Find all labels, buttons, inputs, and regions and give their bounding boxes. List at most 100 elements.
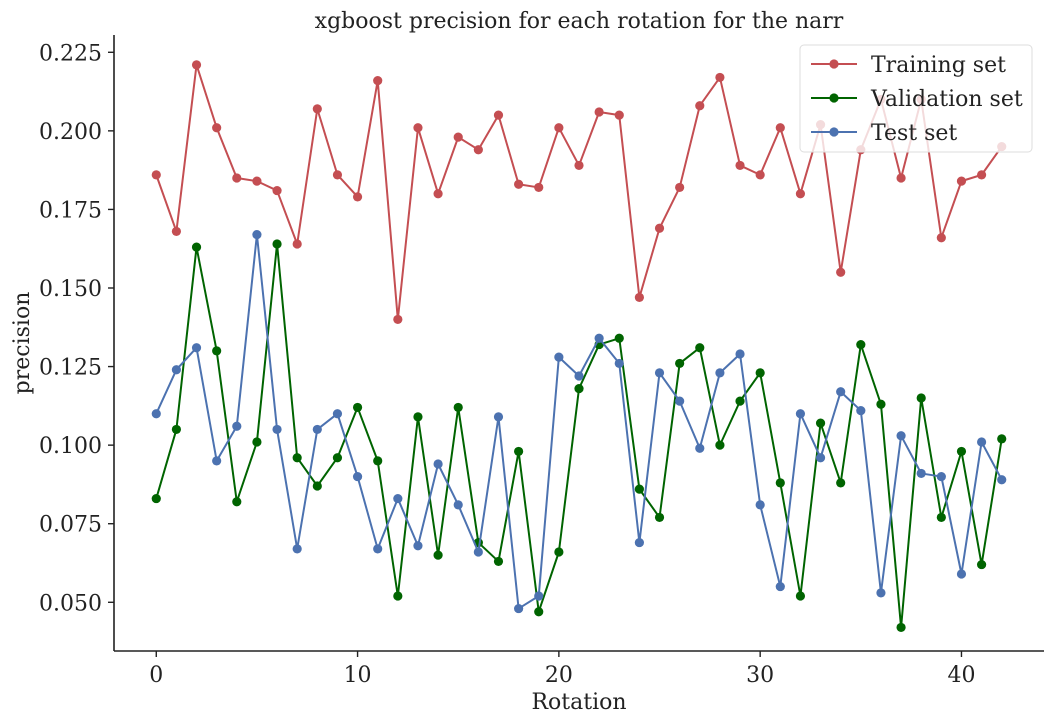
data-point: [332, 170, 343, 180]
data-point: [695, 343, 705, 353]
data-point: [815, 453, 826, 463]
data-point: [393, 493, 403, 504]
data-point: [856, 339, 866, 350]
data-point: [413, 412, 423, 422]
data-point: [654, 223, 665, 233]
data-point: [634, 537, 644, 548]
data-point: [695, 443, 705, 453]
data-point: [956, 176, 967, 186]
data-point: [795, 409, 806, 419]
data-point: [393, 314, 403, 325]
data-point: [453, 500, 463, 510]
data-point: [212, 123, 222, 133]
data-point: [232, 497, 242, 507]
data-point: [171, 226, 182, 237]
data-point: [574, 371, 584, 381]
legend: Training set Validation set Test set: [799, 44, 1033, 153]
data-point: [191, 242, 202, 252]
data-point: [715, 368, 725, 378]
data-point: [453, 402, 463, 413]
data-point: [614, 110, 624, 120]
data-point: [433, 550, 443, 560]
data-point: [312, 104, 322, 114]
data-point: [634, 292, 644, 303]
data-point: [212, 346, 222, 356]
data-point: [473, 145, 483, 155]
data-point: [695, 101, 705, 111]
data-point: [534, 591, 544, 601]
data-point: [534, 607, 544, 617]
data-point: [956, 446, 967, 457]
data-point: [815, 418, 826, 428]
data-point: [493, 412, 504, 422]
data-point: [554, 352, 564, 362]
data-point: [916, 468, 926, 479]
data-point: [352, 471, 363, 482]
data-point: [252, 229, 262, 240]
data-point: [675, 396, 685, 406]
data-point: [876, 399, 886, 409]
data-point: [956, 569, 967, 579]
data-point: [312, 481, 322, 491]
data-point: [594, 333, 604, 343]
data-point: [352, 402, 363, 413]
axes: 0 10 20 30 40 0.050 0.075 0.100 0.125 0.150 0.175 0…: [39, 35, 1044, 688]
data-point: [675, 182, 685, 193]
data-point: [373, 456, 383, 466]
y-tick-label: 0.200: [39, 120, 102, 145]
y-axis-label: precision: [10, 292, 35, 395]
data-point: [896, 431, 906, 441]
data-point: [936, 471, 946, 482]
data-point: [554, 123, 564, 133]
data-point: [876, 588, 886, 598]
series-line: [155, 243, 1003, 629]
x-tick-label: 10: [344, 663, 372, 688]
y-tick-label: 0.175: [39, 198, 102, 223]
data-point: [171, 424, 182, 435]
legend-box: [799, 44, 1033, 153]
data-point: [272, 239, 282, 249]
data-point: [896, 173, 906, 183]
data-point: [332, 453, 343, 463]
y-tick-label: 0.225: [39, 41, 102, 66]
data-point: [514, 446, 524, 457]
data-point: [534, 182, 544, 193]
legend-marker: [829, 59, 839, 69]
data-point: [856, 405, 866, 416]
x-tick-label: 30: [746, 663, 774, 688]
data-point: [252, 176, 262, 186]
legend-label: Test set: [871, 121, 957, 146]
data-point: [292, 453, 302, 463]
data-point: [795, 189, 806, 199]
legend-label: Validation set: [870, 87, 1023, 112]
data-point: [574, 160, 584, 171]
data-point: [171, 365, 182, 375]
series-test-set: [151, 229, 1007, 614]
data-point: [272, 424, 282, 435]
x-tick-label: 0: [149, 663, 163, 688]
y-tick-label: 0.075: [39, 513, 102, 538]
data-point: [654, 512, 665, 523]
data-point: [493, 556, 504, 567]
legend-item: Training set: [811, 53, 1006, 78]
x-tick-label: 40: [947, 663, 975, 688]
data-point: [715, 440, 725, 450]
legend-marker: [829, 127, 839, 137]
legend-item: Validation set: [811, 87, 1023, 112]
data-point: [514, 179, 524, 189]
data-point: [916, 393, 926, 403]
data-point: [976, 437, 987, 447]
data-point: [976, 559, 987, 570]
data-point: [896, 622, 906, 633]
data-point: [554, 547, 564, 557]
data-point: [735, 160, 745, 171]
data-point: [191, 60, 202, 70]
data-point: [433, 189, 443, 199]
data-point: [151, 409, 161, 419]
data-point: [413, 541, 423, 551]
data-point: [997, 434, 1007, 444]
data-point: [775, 478, 785, 488]
data-point: [936, 512, 946, 523]
x-tick-label: 20: [545, 663, 573, 688]
